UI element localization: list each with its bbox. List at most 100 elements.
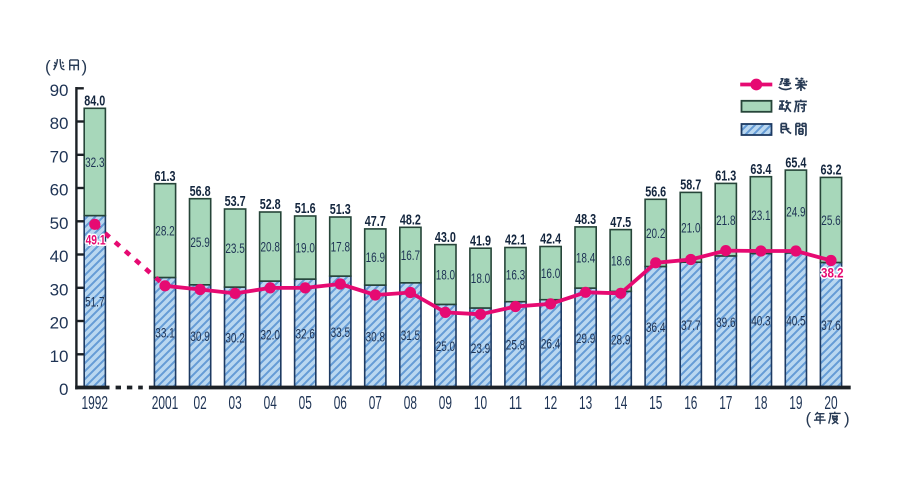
svg-text:41.9: 41.9 (470, 232, 491, 249)
svg-text:02: 02 (194, 393, 207, 413)
svg-text:23.5: 23.5 (225, 240, 245, 256)
svg-text:30: 30 (50, 280, 69, 299)
svg-text:(: ( (45, 57, 51, 76)
svg-text:21.8: 21.8 (716, 212, 736, 228)
svg-text:37.6: 37.6 (821, 317, 841, 333)
svg-text:25.8: 25.8 (506, 337, 526, 353)
svg-text:48.3: 48.3 (575, 211, 596, 228)
svg-text:40.5: 40.5 (786, 312, 806, 328)
svg-text:0: 0 (59, 380, 68, 399)
svg-text:53.7: 53.7 (225, 193, 246, 210)
svg-text:38.2: 38.2 (821, 265, 844, 281)
svg-text:18.0: 18.0 (471, 270, 491, 286)
svg-text:25.6: 25.6 (821, 212, 841, 228)
svg-text:30.8: 30.8 (366, 328, 386, 344)
svg-text:50: 50 (50, 214, 69, 233)
svg-text:11: 11 (509, 393, 522, 413)
svg-text:09: 09 (439, 393, 452, 413)
svg-text:61.3: 61.3 (715, 168, 736, 185)
svg-text:06: 06 (334, 393, 347, 413)
svg-text:18.4: 18.4 (576, 250, 596, 266)
svg-text:32.0: 32.0 (261, 326, 281, 342)
svg-text:21.0: 21.0 (681, 219, 701, 235)
svg-text:60: 60 (50, 181, 69, 200)
svg-text:56.8: 56.8 (190, 183, 211, 200)
svg-text:29.9: 29.9 (576, 330, 596, 346)
svg-text:20: 20 (50, 314, 69, 333)
svg-text:14: 14 (614, 393, 627, 413)
svg-text:): ) (844, 409, 850, 428)
svg-text:2001: 2001 (152, 393, 179, 413)
svg-text:04: 04 (264, 393, 277, 413)
svg-text:58.7: 58.7 (680, 177, 701, 194)
svg-text:18.6: 18.6 (611, 253, 631, 269)
svg-text:16.3: 16.3 (506, 267, 526, 283)
svg-text:30.9: 30.9 (190, 328, 210, 344)
svg-text:23.1: 23.1 (751, 207, 771, 223)
svg-text:39.6: 39.6 (716, 314, 736, 330)
svg-text:16.9: 16.9 (366, 249, 386, 265)
svg-text:13: 13 (579, 393, 592, 413)
svg-text:42.4: 42.4 (540, 231, 561, 248)
svg-text:1992: 1992 (82, 393, 109, 413)
svg-text:70: 70 (50, 147, 69, 166)
svg-text:32.6: 32.6 (296, 325, 316, 341)
svg-text:49.1: 49.1 (86, 231, 106, 247)
svg-text:42.1: 42.1 (505, 232, 526, 249)
svg-text:07: 07 (369, 393, 382, 413)
svg-text:33.5: 33.5 (331, 324, 351, 340)
svg-text:16: 16 (684, 393, 697, 413)
svg-text:33.1: 33.1 (155, 325, 175, 341)
svg-text:03: 03 (229, 393, 242, 413)
svg-text:16.7: 16.7 (401, 247, 421, 263)
svg-text:90: 90 (50, 81, 69, 100)
svg-text:08: 08 (404, 393, 417, 413)
svg-text:20: 20 (824, 393, 837, 413)
svg-text:23.9: 23.9 (471, 340, 491, 356)
svg-text:63.4: 63.4 (750, 161, 771, 178)
svg-text:65.4: 65.4 (785, 154, 806, 171)
svg-text:20.8: 20.8 (261, 239, 281, 255)
svg-text:48.2: 48.2 (400, 212, 421, 229)
svg-text:52.8: 52.8 (260, 196, 281, 213)
svg-text:36.4: 36.4 (646, 319, 666, 335)
svg-text:19.0: 19.0 (296, 240, 316, 256)
svg-text:18: 18 (754, 393, 767, 413)
svg-text:31.5: 31.5 (401, 327, 421, 343)
svg-text:25.9: 25.9 (190, 234, 210, 250)
svg-text:56.6: 56.6 (645, 184, 666, 201)
svg-text:32.3: 32.3 (85, 154, 105, 170)
svg-text:25.0: 25.0 (436, 338, 456, 354)
svg-text:26.4: 26.4 (541, 336, 561, 352)
svg-text:05: 05 (299, 393, 312, 413)
svg-text:47.5: 47.5 (610, 214, 631, 231)
svg-text:12: 12 (544, 393, 557, 413)
svg-text:63.2: 63.2 (821, 162, 842, 179)
svg-text:80: 80 (50, 114, 69, 133)
svg-text:): ) (82, 57, 88, 76)
svg-text:24.9: 24.9 (786, 204, 806, 220)
svg-text:(: ( (806, 409, 812, 428)
svg-text:28.9: 28.9 (611, 332, 631, 348)
svg-text:40.3: 40.3 (751, 313, 771, 329)
svg-text:61.3: 61.3 (155, 168, 176, 185)
svg-text:20.2: 20.2 (646, 225, 666, 241)
svg-text:37.7: 37.7 (681, 317, 701, 333)
svg-text:17: 17 (719, 393, 732, 413)
svg-text:18.0: 18.0 (436, 267, 456, 283)
svg-text:17.8: 17.8 (331, 239, 351, 255)
svg-text:15: 15 (649, 393, 662, 413)
svg-text:40: 40 (50, 247, 69, 266)
svg-text:51.3: 51.3 (330, 201, 351, 218)
svg-text:84.0: 84.0 (84, 93, 105, 110)
svg-text:43.0: 43.0 (435, 229, 456, 246)
svg-text:10: 10 (474, 393, 487, 413)
svg-text:28.2: 28.2 (155, 223, 175, 239)
svg-text:51.6: 51.6 (295, 200, 316, 217)
svg-text:16.0: 16.0 (541, 265, 561, 281)
svg-text:10: 10 (50, 347, 69, 366)
svg-text:30.2: 30.2 (225, 329, 245, 345)
svg-text:19: 19 (789, 393, 802, 413)
svg-text:47.7: 47.7 (365, 213, 386, 230)
svg-text:51.7: 51.7 (85, 294, 105, 310)
